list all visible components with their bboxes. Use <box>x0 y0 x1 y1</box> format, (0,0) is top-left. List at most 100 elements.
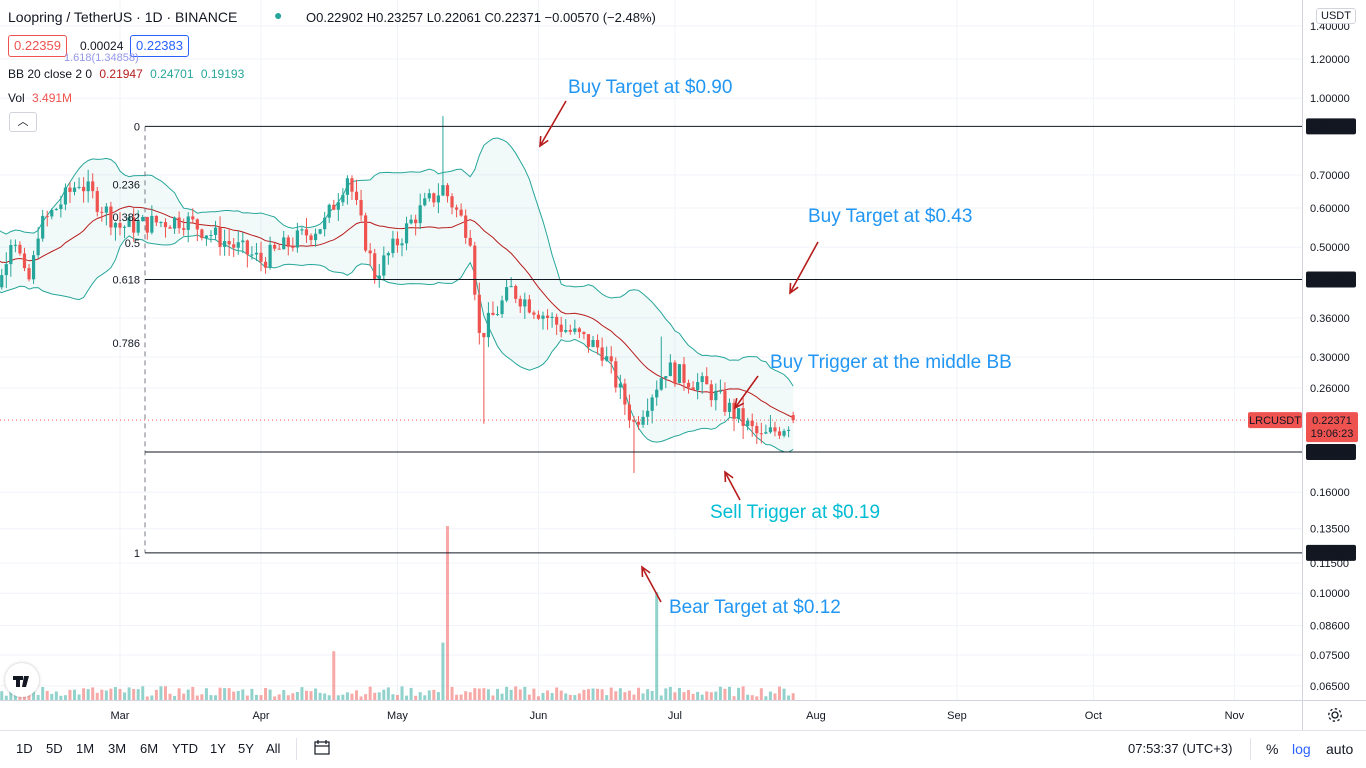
collapse-legend-button[interactable]: ︿ <box>9 112 37 132</box>
fib-level-label: 0.382 <box>112 212 140 224</box>
candle-body <box>400 243 404 246</box>
volume-value: 3.491M <box>32 91 73 105</box>
time-axis-tick: Apr <box>252 710 269 722</box>
timeframe-6m[interactable]: 6M <box>140 741 159 756</box>
candle <box>532 310 536 319</box>
chart-settings-button[interactable] <box>1326 706 1344 729</box>
volume-bar <box>746 694 750 700</box>
price-axis-tick: 0.70000 <box>1310 170 1350 182</box>
timeframe-1y[interactable]: 1Y <box>210 741 226 756</box>
ask-price-box[interactable]: 0.22383 <box>130 35 189 57</box>
annotation-5: Bear Target at $0.12 <box>641 565 841 618</box>
annotation-arrow-head <box>539 135 549 148</box>
candle-body <box>72 187 77 192</box>
volume-bar <box>591 688 595 700</box>
volume-bars <box>0 526 795 700</box>
candle-body <box>4 264 8 276</box>
volume-bar <box>91 687 95 700</box>
volume-bar <box>264 687 268 700</box>
candle <box>31 250 36 284</box>
candle-body <box>582 332 586 335</box>
bb-indicator-row[interactable]: BB 20 close 2 0 0.21947 0.24701 0.19193 <box>8 67 244 81</box>
volume-bar <box>327 695 331 700</box>
timeframe-5y[interactable]: 5Y <box>238 741 254 756</box>
volume-bar <box>646 689 650 700</box>
annotation-1: Buy Target at $0.90 <box>539 77 732 148</box>
candle <box>341 188 345 206</box>
candle <box>414 214 418 236</box>
time-axis-tick: Mar <box>111 710 130 722</box>
candle-body <box>500 300 504 315</box>
candle <box>4 252 8 288</box>
price-level-tag-label: 0.12062 <box>1311 548 1351 560</box>
candle-body <box>573 328 577 332</box>
clock-time[interactable]: 07:53:37 (UTC+3) <box>1128 741 1233 756</box>
volume-indicator-row[interactable]: Vol 3.491M <box>8 91 72 105</box>
timeframe-ytd[interactable]: YTD <box>172 741 198 756</box>
candle <box>91 173 95 199</box>
timeframe-1d[interactable]: 1D <box>16 741 33 756</box>
candle-body <box>705 376 709 385</box>
candle-body <box>664 376 668 379</box>
candle <box>159 221 163 228</box>
timeframe-1m[interactable]: 1M <box>76 741 95 756</box>
candle-body <box>418 205 422 224</box>
candle <box>254 242 259 262</box>
candle <box>427 188 431 202</box>
candle <box>95 186 99 217</box>
volume-bar <box>0 691 4 700</box>
candle-body <box>232 244 236 248</box>
volume-bar <box>209 695 213 700</box>
volume-bar <box>755 696 759 700</box>
log-scale-toggle[interactable]: log <box>1292 741 1311 757</box>
volume-bar <box>609 687 613 700</box>
candles <box>0 116 795 473</box>
date-range-button[interactable] <box>312 739 332 762</box>
candle-body <box>655 389 659 398</box>
candle-body <box>82 186 86 192</box>
symbol-title[interactable]: Loopring / TetherUS · 1D · BINANCE <box>8 9 238 25</box>
volume-bar <box>204 688 208 700</box>
candle <box>336 193 340 221</box>
volume-bar <box>132 688 136 700</box>
currency-button[interactable]: USDT <box>1316 8 1356 24</box>
volume-bar <box>241 689 245 700</box>
fib-level-label: 1 <box>134 548 140 560</box>
candle-body <box>750 420 754 427</box>
candle-body <box>209 235 213 237</box>
price-axis-tick: 0.06500 <box>1310 681 1350 693</box>
candle <box>268 236 272 270</box>
time-axis-tick: Nov <box>1225 710 1245 722</box>
bid-price-box[interactable]: 0.22359 <box>8 35 67 57</box>
timeframe-all[interactable]: All <box>266 741 281 756</box>
candle-body <box>0 275 4 288</box>
candle-body <box>409 219 413 224</box>
volume-bar <box>727 686 731 700</box>
timeframe-5d[interactable]: 5D <box>46 741 63 756</box>
candle-body <box>614 361 618 388</box>
volume-bar <box>546 690 550 700</box>
price-level-tag-bg <box>1306 443 1356 460</box>
candle <box>300 227 304 235</box>
annotation-arrow-head <box>641 565 651 578</box>
candle <box>141 214 145 222</box>
candle-body <box>564 329 568 332</box>
volume-bar <box>737 687 741 700</box>
fib-level-label: 0.786 <box>112 338 140 350</box>
candle <box>709 380 713 407</box>
candle-body <box>113 222 118 228</box>
bb-upper-line <box>0 137 794 387</box>
timeframe-3m[interactable]: 3M <box>108 741 127 756</box>
candle <box>573 319 577 335</box>
bb-lower-line <box>0 234 794 453</box>
candle <box>309 233 313 247</box>
volume-bar <box>336 695 340 700</box>
candle-body <box>13 244 17 246</box>
auto-scale-toggle[interactable]: auto <box>1326 741 1354 757</box>
candle <box>459 203 463 217</box>
volume-bar <box>54 691 58 700</box>
volume-bar <box>414 695 418 700</box>
percent-scale-toggle[interactable]: % <box>1266 741 1279 757</box>
annotation-text: Buy Target at $0.90 <box>568 77 732 98</box>
